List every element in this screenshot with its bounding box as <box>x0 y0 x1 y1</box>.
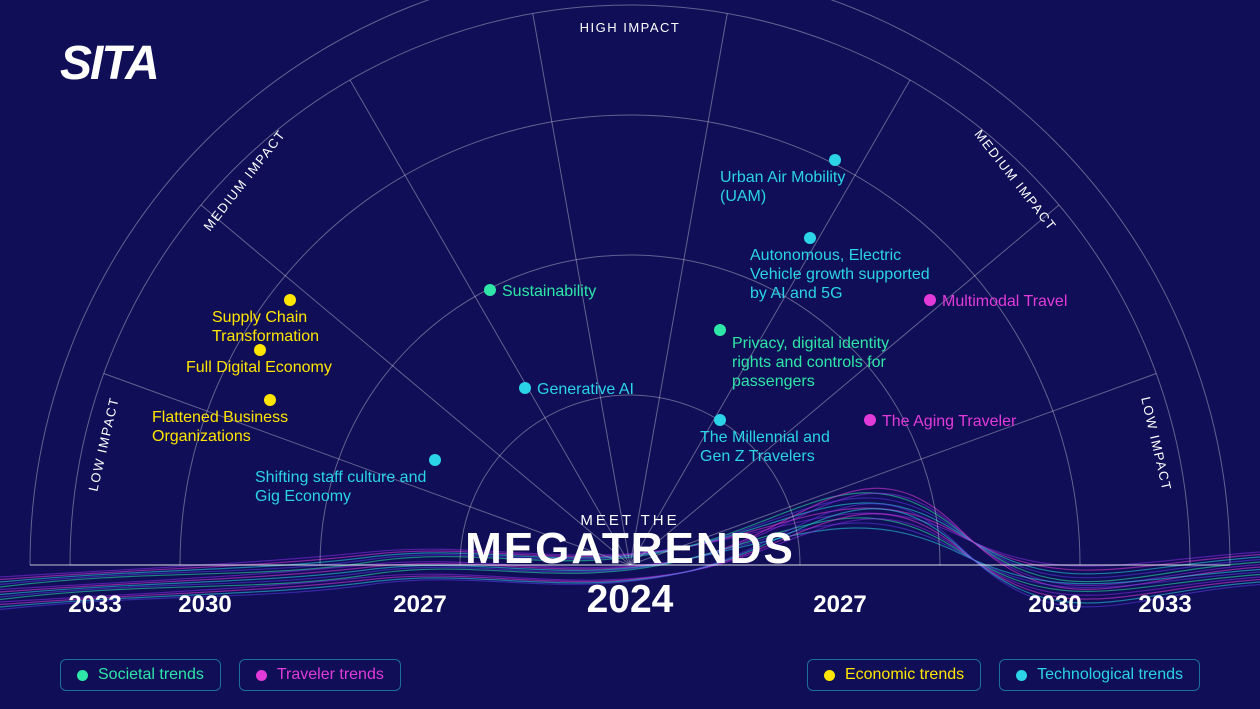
legend-dot-icon <box>824 670 835 681</box>
trend-label: Flattened BusinessOrganizations <box>152 409 288 445</box>
trend-label: Supply ChainTransformation <box>212 309 319 345</box>
radar-spoke <box>630 14 727 565</box>
year-label: 2033 <box>1138 591 1191 618</box>
impact-label: MEDIUM IMPACT <box>200 127 288 234</box>
trend-dot <box>284 294 296 306</box>
trend-label: Autonomous, ElectricVehicle growth suppo… <box>750 247 930 302</box>
trend-label: Sustainability <box>502 283 596 300</box>
legend-left: Societal trends Traveler trends <box>60 659 401 691</box>
year-label: 2033 <box>68 591 121 618</box>
legend-dot-icon <box>256 670 267 681</box>
radar-arc <box>70 5 1190 565</box>
year-label: 2030 <box>1028 591 1081 618</box>
legend-item: Societal trends <box>60 659 221 691</box>
legend-label: Technological trends <box>1037 666 1183 684</box>
trend-label: Privacy, digital identityrights and cont… <box>732 335 889 390</box>
trend-label: Full Digital Economy <box>186 359 332 376</box>
trend-dot <box>864 414 876 426</box>
legend-item: Economic trends <box>807 659 981 691</box>
trend-label: Multimodal Travel <box>942 293 1067 310</box>
impact-label: HIGH IMPACT <box>580 20 681 35</box>
radar-spoke <box>350 80 630 565</box>
legend: Societal trends Traveler trends Economic … <box>60 659 1200 691</box>
legend-label: Societal trends <box>98 666 204 684</box>
legend-item: Traveler trends <box>239 659 401 691</box>
trend-dot <box>264 394 276 406</box>
trend-dot <box>804 232 816 244</box>
legend-item: Technological trends <box>999 659 1200 691</box>
radar-spoke <box>630 80 910 565</box>
trend-dot <box>924 294 936 306</box>
legend-dot-icon <box>1016 670 1027 681</box>
radar-diagram: HIGH IMPACT MEDIUM IMPACT MEDIUM IMPACT LOW… <box>0 0 1260 709</box>
trend-dot <box>429 454 441 466</box>
trend-label: The Aging Traveler <box>882 413 1017 430</box>
trend-dot <box>714 414 726 426</box>
trend-dot <box>829 154 841 166</box>
radar-arc <box>30 0 1230 565</box>
trend-dot <box>519 382 531 394</box>
year-label: 2027 <box>813 591 866 618</box>
legend-dot-icon <box>77 670 88 681</box>
trend-label: The Millennial andGen Z Travelers <box>700 429 830 465</box>
impact-label: LOW IMPACT <box>85 395 121 492</box>
trend-label: Generative AI <box>537 381 634 398</box>
legend-label: Economic trends <box>845 666 964 684</box>
legend-label: Traveler trends <box>277 666 384 684</box>
impact-label: LOW IMPACT <box>1138 395 1174 492</box>
year-label: 2027 <box>393 591 446 618</box>
trend-label: Urban Air Mobility(UAM) <box>720 169 845 205</box>
year-label: 2030 <box>178 591 231 618</box>
impact-label: MEDIUM IMPACT <box>971 127 1059 234</box>
legend-right: Economic trends Technological trends <box>807 659 1200 691</box>
trend-dot <box>484 284 496 296</box>
title-year: 2024 <box>587 578 674 621</box>
trend-dot <box>254 344 266 356</box>
title-main: MEGATRENDS <box>465 524 795 573</box>
trend-label: Shifting staff culture andGig Economy <box>255 469 426 505</box>
trend-dot <box>714 324 726 336</box>
